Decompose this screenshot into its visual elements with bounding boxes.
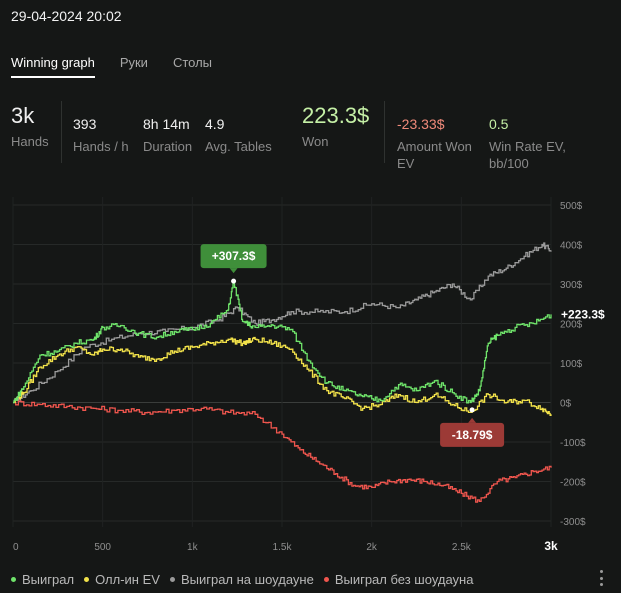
winning-graph-chart[interactable]: 500$ 400$ 300$ 200$ 100$ 0$ -100$ -200$ -300$ 0 5… (0, 185, 621, 560)
chart-legend: Выиграл Олл-ин EV Выиграл на шоудауне Вы… (11, 572, 483, 587)
peak-badge-pointer (229, 268, 238, 274)
series-line-won (13, 280, 552, 404)
stat-hands-per-hour-label: Hands / h (73, 139, 129, 154)
trough-badge (440, 422, 505, 447)
x-tick-label: 2k (366, 542, 378, 553)
tab-hands[interactable]: Руки (119, 55, 148, 70)
stat-hands-label: Hands (11, 134, 49, 149)
series-line-non-showdown (13, 400, 552, 503)
stat-won: 223.3$ Won (302, 103, 369, 150)
more-options-icon[interactable] (597, 570, 605, 586)
y-tick-label: -200$ (560, 478, 586, 489)
x-tick-label: 1.5k (273, 542, 293, 553)
y-tick-label: 400$ (560, 241, 583, 252)
legend-item-non-showdown[interactable]: Выиграл без шоудауна (323, 572, 474, 587)
x-tick-label: 0 (13, 542, 19, 553)
stat-win-rate-ev-label-line2: bb/100 (489, 156, 529, 171)
stat-hands: 3k Hands (11, 103, 49, 150)
legend-label-showdown: Выиграл на шоудауне (180, 572, 314, 587)
stats-divider (61, 101, 62, 163)
tab-bar: Winning graph Руки Столы (11, 55, 237, 78)
trough-marker (469, 407, 475, 413)
stat-avg-tables-value: 4.9 (205, 116, 225, 132)
y-tick-label: 100$ (560, 359, 583, 370)
legend-dot-showdown (169, 577, 175, 582)
x-tick-label: 500 (94, 542, 111, 553)
peak-marker (231, 278, 237, 284)
stat-duration-label: Duration (143, 139, 193, 154)
chart-series-lines (13, 242, 552, 503)
stat-hands-per-hour: 393 Hands / h (73, 116, 129, 155)
legend-label-won: Выиграл (22, 572, 75, 587)
y-tick-label: -100$ (560, 438, 586, 449)
trough-label: -18.79$ (452, 428, 493, 442)
stat-amount-won-ev: -23.33$ Amount Won EV (397, 116, 472, 172)
trough-badge-pointer (468, 417, 477, 423)
legend-label-non-showdown: Выиграл без шоудауна (334, 572, 474, 587)
x-axis-ticks: 0 500 1k 1.5k 2k 2.5k 3k (13, 539, 558, 553)
stat-won-value: 223.3$ (302, 103, 370, 128)
legend-item-allin-ev[interactable]: Олл-ин EV (84, 572, 160, 587)
end-value-label: +223.3$ (561, 307, 605, 321)
y-tick-label: -300$ (560, 517, 586, 528)
series-line-showdown (13, 242, 552, 404)
tab-tables[interactable]: Столы (172, 55, 213, 70)
stat-amount-won-ev-label-line2: EV (397, 156, 415, 171)
chart-grid (12, 197, 552, 527)
legend-dot-won (11, 577, 16, 582)
stats-divider (384, 101, 385, 163)
peak-label: +307.3$ (212, 249, 256, 263)
x-tick-label: 1k (187, 542, 199, 553)
y-tick-label: 200$ (560, 320, 583, 331)
series-line-allin-ev (13, 336, 552, 417)
stat-win-rate-ev-value: 0.5 (489, 116, 509, 132)
stat-hands-value: 3k (11, 103, 35, 128)
stat-amount-won-ev-label: Amount Won EV (397, 138, 472, 172)
stat-amount-won-ev-value: -23.33$ (397, 116, 445, 132)
stat-hands-per-hour-value: 393 (73, 116, 97, 132)
legend-item-showdown[interactable]: Выиграл на шоудауне (169, 572, 314, 587)
stats-panel: 3k Hands 393 Hands / h 8h 14m Duration 4… (0, 103, 621, 173)
stat-win-rate-ev-label-line1: Win Rate EV, (489, 139, 566, 154)
stat-avg-tables-label: Avg. Tables (205, 139, 272, 154)
stat-duration: 8h 14m Duration (143, 116, 192, 155)
y-tick-label: 300$ (560, 280, 583, 291)
stat-duration-value: 8h 14m (143, 116, 190, 132)
y-tick-label: 0$ (560, 399, 572, 410)
stat-win-rate-ev: 0.5 Win Rate EV, bb/100 (489, 116, 566, 172)
peak-badge (200, 244, 267, 269)
tab-winning-graph[interactable]: Winning graph (11, 55, 95, 78)
chart-annotations: +307.3$ -18.79$ +223.3$ (200, 244, 605, 447)
y-tick-label: 500$ (560, 201, 583, 212)
legend-dot-allin-ev (84, 577, 90, 582)
stat-amount-won-ev-label-line1: Amount Won (397, 139, 472, 154)
y-axis-ticks: 500$ 400$ 300$ 200$ 100$ 0$ -100$ -200$ -300$ (560, 201, 586, 528)
stat-won-label: Won (302, 134, 329, 149)
legend-label-allin-ev: Олл-ин EV (95, 572, 160, 587)
legend-dot-non-showdown (323, 577, 329, 582)
x-tick-label: 3k (544, 539, 558, 553)
stat-avg-tables: 4.9 Avg. Tables (205, 116, 272, 155)
session-datetime: 29-04-2024 20:02 (11, 8, 122, 24)
stat-win-rate-ev-label: Win Rate EV, bb/100 (489, 138, 566, 172)
legend-item-won[interactable]: Выиграл (11, 572, 74, 587)
x-tick-label: 2.5k (452, 542, 472, 553)
